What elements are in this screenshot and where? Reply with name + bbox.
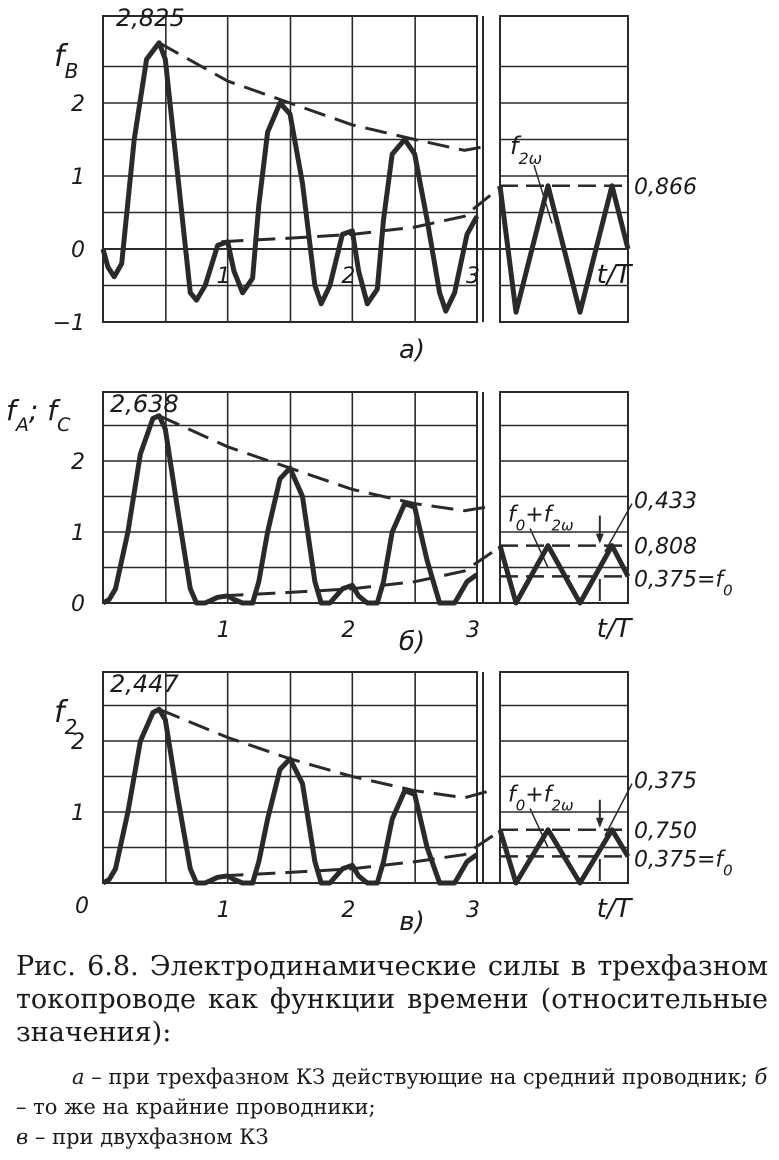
- x-axis-label: t/T: [597, 614, 634, 644]
- x-axis-label: t/T: [597, 894, 634, 924]
- steady-level-label: 0,750: [634, 819, 697, 844]
- x-tick-label: 3: [466, 618, 480, 643]
- transient-curve: [100, 40, 480, 314]
- figure-caption: Рис. 6.8. Электродинамические силы в тре…: [16, 951, 768, 1048]
- amplitude-label: 0,375: [634, 769, 697, 794]
- panel-label: б): [399, 627, 425, 657]
- legend-text-c: – при двухфазном КЗ: [28, 1125, 269, 1149]
- amplitude-label: 0,433: [634, 489, 697, 514]
- component-label: f0+f2ω: [508, 782, 574, 814]
- amplitude-arrow-head: [595, 533, 604, 544]
- y-tick-label: −1: [53, 311, 85, 336]
- leader-line: [529, 808, 549, 848]
- y-tick-label: 0: [71, 592, 85, 617]
- component-label: f2ω: [510, 132, 542, 168]
- y-tick-label: 0: [71, 238, 85, 263]
- y-tick-label: 2: [71, 730, 85, 755]
- legend-text-b: – то же на крайние проводники;: [16, 1095, 376, 1119]
- x-axis-label: t/T: [597, 260, 634, 290]
- legend-letter-a: а: [72, 1065, 85, 1089]
- leader-line: [533, 164, 553, 224]
- peak-value-label: 2,447: [110, 670, 179, 698]
- x-tick-label: 1: [217, 618, 231, 643]
- leader-line: [529, 528, 549, 568]
- leader-line: [604, 503, 633, 552]
- y-axis-label: f2: [54, 695, 77, 739]
- x-tick-label: 1: [217, 264, 231, 289]
- y-tick-label: 1: [71, 801, 85, 826]
- steady-state-curve: [497, 543, 631, 606]
- upper-envelope: [158, 414, 491, 513]
- y-tick-label: 2: [71, 92, 85, 117]
- mean-level-label: 0,375=f0: [634, 567, 733, 599]
- upper-envelope: [158, 707, 491, 800]
- x-tick-label: 1: [217, 898, 231, 923]
- y-tick-label: 2: [71, 450, 85, 475]
- panel-1: −1 0 1 2 1 2 3 fB 2,825 t/T а) 0,866 f2ω: [53, 4, 697, 365]
- steady-state-frame: [499, 671, 629, 884]
- y-tick-label: 1: [71, 165, 85, 190]
- x-tick-label: 0: [75, 894, 89, 919]
- panel-label: в): [399, 907, 424, 937]
- x-tick-label: 3: [466, 898, 480, 923]
- mean-level-label: 0,375=f0: [634, 847, 733, 879]
- peak-value-label: 2,638: [110, 390, 179, 418]
- upper-envelope: [158, 41, 491, 152]
- y-axis-label: fB: [54, 39, 78, 83]
- amplitude-arrow-head: [595, 817, 604, 828]
- panel-label: а): [399, 335, 425, 365]
- x-tick-label: 2: [341, 264, 355, 289]
- steady-state-frame: [499, 15, 629, 323]
- figure: −1 0 1 2 1 2 3 fB 2,825 t/T а) 0,866 f2ω 0 1 2 1 2 3 fA; fC…: [6, 4, 733, 937]
- steady-level-label: 0,808: [634, 535, 697, 560]
- legend-letter-b: б: [754, 1065, 768, 1089]
- steady-state-curve: [497, 183, 631, 315]
- x-tick-label: 3: [466, 264, 480, 289]
- component-label: f0+f2ω: [508, 502, 574, 534]
- x-tick-label: 2: [341, 898, 355, 923]
- panel-2: 0 1 2 1 2 3 fA; fC 2,638 t/T б) 0,433 0,808 0,375=f0…: [6, 390, 733, 657]
- peak-value-label: 2,825: [116, 4, 185, 32]
- figure-legend: а – при трехфазном КЗ действующие на сре…: [16, 1062, 768, 1152]
- transient-curve: [101, 413, 479, 606]
- panel-3: 1 2 0 1 2 3 f2 2,447 t/T в) 0,375 0,750 0,375=f0 f0+f…: [54, 670, 733, 937]
- leader-line: [604, 783, 633, 837]
- steady-amplitude-label: 0,866: [634, 175, 697, 200]
- legend-letter-c: в: [16, 1125, 29, 1149]
- y-tick-label: 1: [71, 521, 85, 546]
- y-axis-label: fA; fC: [6, 394, 71, 436]
- x-tick-label: 2: [341, 618, 355, 643]
- transient-curve: [101, 706, 479, 886]
- legend-text-a: – при трехфазном КЗ действующие на средн…: [84, 1065, 755, 1089]
- lower-envelope: [221, 184, 503, 244]
